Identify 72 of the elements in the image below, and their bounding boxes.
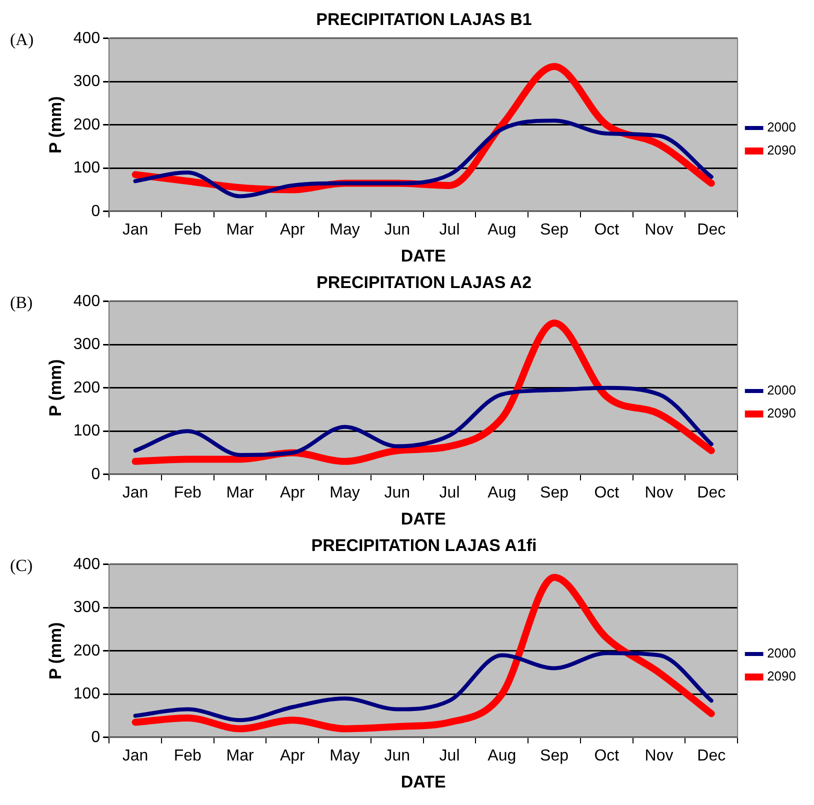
x-axis-title: DATE [400, 246, 446, 266]
x-tick-label: Apr [280, 484, 306, 502]
y-tick-label: 100 [73, 422, 100, 440]
x-tick-label: Oct [594, 221, 620, 238]
y-tick-label: 0 [91, 728, 100, 746]
x-tick-label: Jul [439, 747, 460, 764]
x-tick-label: Mar [226, 484, 254, 502]
x-tick-label: Oct [594, 484, 620, 502]
x-tick-label: Nov [644, 747, 674, 764]
chart-title: PRECIPITATION LAJAS A2 [316, 272, 532, 292]
x-tick-label: Feb [174, 221, 202, 238]
x-tick-label: Nov [644, 484, 674, 502]
x-tick-label: Sep [540, 747, 569, 764]
text: (C) [10, 556, 33, 575]
x-tick-label: Jun [384, 221, 410, 238]
x-tick-label: Dec [697, 484, 726, 502]
line-series [133, 386, 714, 457]
x-axis-title: DATE [400, 772, 446, 792]
text: (B) [10, 292, 33, 312]
x-tick-label: Jul [439, 221, 460, 238]
y-tick-label: 100 [73, 686, 100, 703]
x-tick-label: Aug [488, 484, 516, 502]
x-tick-label: May [330, 221, 360, 238]
y-tick-label: 300 [73, 73, 100, 90]
x-tick-label: Dec [697, 747, 726, 764]
y-axis-title: P (mm) [46, 622, 65, 680]
line-series [133, 118, 714, 198]
x-tick-label: May [330, 484, 360, 502]
y-tick-label: 100 [73, 160, 100, 177]
x-tick-label: Nov [644, 221, 674, 238]
text: (A) [10, 30, 34, 49]
x-tick-label: Jan [122, 747, 148, 764]
x-tick-label: Feb [174, 484, 202, 502]
line-series [133, 651, 714, 722]
x-tick-label: Jul [439, 484, 460, 502]
y-tick-label: 0 [91, 466, 100, 483]
x-tick-label: Apr [280, 747, 306, 764]
x-tick-label: Aug [488, 221, 516, 238]
x-tick-label: Dec [697, 221, 726, 238]
y-tick-label: 400 [73, 30, 100, 47]
chart-title: PRECIPITATION LAJAS B1 [316, 10, 532, 29]
legend-label: 2000 [767, 120, 796, 135]
y-tick-label: 200 [73, 116, 100, 134]
legend-label: 2000 [767, 382, 796, 398]
x-axis-title: DATE [400, 509, 446, 528]
x-tick-label: Oct [594, 747, 620, 764]
y-axis-title: P (mm) [46, 96, 65, 154]
y-tick-label: 0 [91, 202, 100, 220]
y-tick-label: 400 [73, 556, 100, 573]
legend-label: 2090 [767, 142, 796, 158]
x-tick-label: Jun [384, 747, 410, 764]
chart-title: PRECIPITATION LAJAS A1fi [311, 536, 537, 555]
x-tick-label: Mar [226, 747, 254, 764]
y-axis-title: P (mm) [46, 359, 65, 417]
y-tick-label: 300 [73, 336, 100, 354]
y-tick-label: 300 [73, 599, 100, 616]
x-tick-label: Jun [384, 484, 410, 502]
y-tick-label: 400 [73, 292, 100, 310]
legend-label: 2090 [767, 406, 796, 421]
x-tick-label: Jan [122, 221, 148, 238]
x-tick-label: Sep [540, 484, 569, 502]
x-tick-label: Sep [540, 221, 569, 238]
y-tick-label: 200 [73, 642, 100, 660]
x-tick-label: May [330, 747, 360, 764]
x-tick-label: Mar [226, 221, 254, 238]
x-tick-label: Feb [174, 747, 202, 764]
x-tick-label: Apr [280, 221, 306, 238]
legend-label: 2000 [767, 646, 796, 661]
x-tick-label: Aug [488, 747, 516, 764]
y-tick-label: 200 [73, 379, 100, 396]
legend-label: 2090 [767, 668, 796, 684]
x-tick-label: Jan [122, 484, 148, 502]
